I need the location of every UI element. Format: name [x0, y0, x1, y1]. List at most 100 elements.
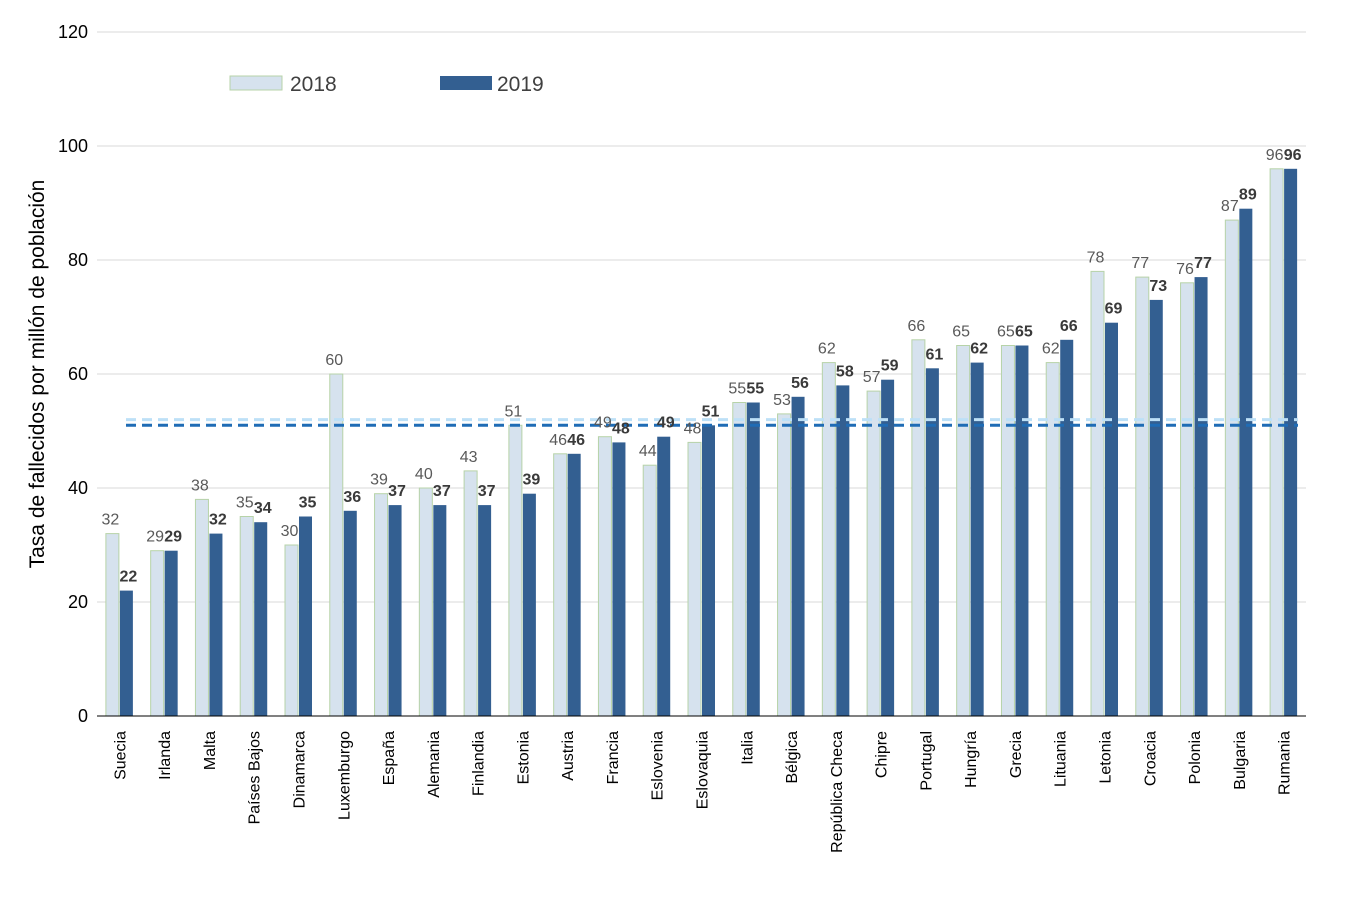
data-label-2018: 38 — [191, 477, 209, 494]
data-label-2019: 37 — [388, 483, 406, 500]
x-tick-label: Luxemburgo — [336, 731, 353, 820]
bar-2019 — [791, 396, 805, 716]
x-tick-label: Francia — [605, 731, 622, 784]
bar-2019 — [164, 550, 178, 716]
bar-2018 — [105, 533, 120, 717]
legend-swatch-2018 — [229, 75, 283, 91]
x-tick-label: República Checa — [829, 731, 846, 853]
data-label-2019: 61 — [925, 346, 943, 363]
legend-swatch-2019 — [440, 76, 492, 90]
x-tick-label: España — [381, 731, 398, 785]
data-label-2019: 39 — [522, 472, 540, 489]
data-label-2019: 65 — [1015, 324, 1033, 341]
bar-2019 — [925, 368, 939, 716]
bar-2018 — [956, 345, 971, 717]
legend-label-2019: 2019 — [497, 73, 544, 96]
bar-2019 — [1194, 277, 1208, 716]
bar-2018 — [1135, 276, 1150, 717]
x-tick-label: Chipre — [874, 731, 891, 778]
data-label-2018: 46 — [549, 432, 567, 449]
bar-2019 — [1149, 299, 1163, 716]
x-tick-label: Polonia — [1187, 731, 1204, 784]
data-label-2019: 22 — [119, 569, 137, 586]
bar-2019 — [388, 505, 402, 716]
bar-2019 — [478, 505, 492, 716]
data-label-2019: 34 — [254, 500, 272, 517]
bar-2018 — [597, 436, 612, 717]
x-tick-label: Rumania — [1277, 731, 1294, 795]
data-label-2019: 77 — [1194, 255, 1212, 272]
data-label-2018: 44 — [639, 443, 657, 460]
data-label-2019: 37 — [478, 483, 496, 500]
y-tick-label: 0 — [78, 706, 88, 726]
legend-label-2018: 2018 — [290, 73, 337, 96]
x-tick-label: Finlandia — [471, 731, 488, 796]
bar-2018 — [1224, 219, 1239, 717]
bar-2019 — [702, 425, 715, 716]
legend: 2018 2019 — [229, 73, 544, 96]
bar-2019 — [522, 493, 536, 716]
bar-2018 — [911, 339, 926, 717]
x-tick-label: Lituania — [1053, 731, 1070, 787]
bar-2019 — [567, 453, 581, 716]
data-label-2018: 65 — [997, 324, 1015, 341]
data-label-2019: 62 — [970, 341, 988, 358]
data-label-2019: 46 — [567, 432, 585, 449]
x-tick-label: Letonia — [1098, 731, 1115, 784]
y-axis-label: Tasa de fallecidos por millón de poblaci… — [26, 180, 49, 569]
x-tick-label: Suecia — [112, 731, 129, 780]
bar-2018 — [1180, 282, 1195, 717]
bar-2019 — [343, 510, 357, 716]
data-label-2018: 32 — [101, 512, 119, 529]
y-tick-label: 120 — [58, 22, 88, 42]
bar-2018 — [821, 362, 836, 717]
x-axis-ticks: Suecia Irlanda Malta Países Bajos Dinamarca L… — [112, 731, 1293, 853]
bar-2019 — [612, 442, 626, 716]
bar-2019 — [970, 362, 984, 716]
data-label-2019: 89 — [1239, 187, 1257, 204]
data-label-2019: 59 — [881, 358, 899, 375]
data-label-2018: 51 — [504, 403, 522, 420]
bar-2019 — [1239, 208, 1253, 716]
data-label-2018: 55 — [728, 381, 746, 398]
data-label-2019: 49 — [657, 415, 675, 432]
x-tick-label: Países Bajos — [247, 731, 264, 824]
data-label-2018: 78 — [1087, 249, 1105, 266]
data-label-2019: 96 — [1284, 147, 1302, 164]
bar-2019 — [299, 516, 312, 716]
x-tick-label: Irlanda — [157, 731, 174, 780]
bar-2018 — [284, 544, 299, 717]
data-label-2018: 62 — [1042, 341, 1060, 358]
x-tick-label: Grecia — [1008, 731, 1025, 778]
x-tick-label: Estonia — [515, 731, 532, 784]
data-label-2019: 56 — [791, 375, 809, 392]
data-label-2018: 29 — [146, 529, 164, 546]
data-label-2018: 43 — [460, 449, 478, 466]
bar-2018 — [418, 487, 433, 717]
bar-2019 — [836, 385, 850, 716]
bar-2018 — [732, 402, 747, 717]
data-label-2019: 29 — [164, 529, 182, 546]
data-label-2019: 36 — [343, 489, 361, 506]
data-label-2019: 35 — [299, 495, 317, 512]
x-tick-label: Italia — [739, 731, 756, 765]
bar-2018 — [239, 516, 254, 717]
data-label-2018: 30 — [281, 523, 299, 540]
data-label-2018: 57 — [863, 369, 881, 386]
y-axis-ticks: 0 20 40 60 80 100 120 — [58, 22, 88, 726]
y-tick-label: 80 — [68, 250, 88, 270]
bar-2018 — [1000, 345, 1015, 717]
data-label-2019: 48 — [612, 420, 630, 437]
data-label-2018: 87 — [1221, 198, 1239, 215]
x-tick-label: Malta — [202, 731, 219, 770]
bar-2019 — [1015, 345, 1029, 716]
data-label-2018: 48 — [684, 420, 702, 437]
bar-2019 — [1284, 168, 1298, 717]
x-tick-label: Eslovaquia — [695, 731, 712, 809]
bar-2018 — [553, 453, 568, 717]
bar-2019 — [1105, 322, 1118, 716]
bar-2018 — [374, 493, 389, 717]
data-label-2018: 35 — [236, 495, 254, 512]
bar-2019 — [119, 590, 133, 716]
